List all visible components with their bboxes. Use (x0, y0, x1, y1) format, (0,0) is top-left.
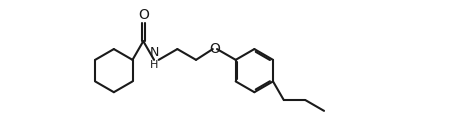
Text: H: H (150, 60, 158, 70)
Text: O: O (209, 42, 220, 56)
Text: N: N (149, 46, 159, 59)
Text: O: O (138, 8, 149, 22)
